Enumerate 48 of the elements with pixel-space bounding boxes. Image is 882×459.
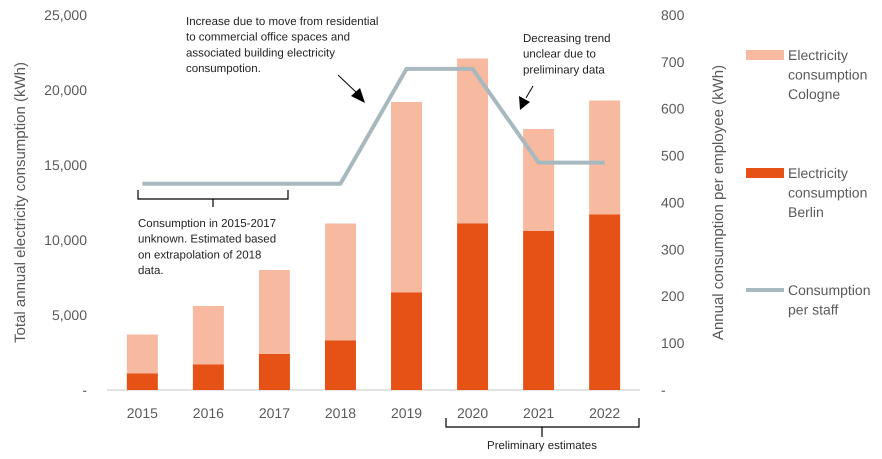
x-tick-label: 2016 bbox=[192, 404, 224, 421]
y2-axis-title: Annual consumption per employee (kWh) bbox=[710, 64, 727, 340]
annotation: Consumption in 2015-2017 unknown. Estimated based on extrapolation of 2018 data. bbox=[138, 218, 276, 277]
legend-label: Electricity consumption Cologne bbox=[788, 46, 868, 102]
text: Preliminary estimates bbox=[487, 440, 598, 452]
x-tick-label: 2015 bbox=[126, 404, 158, 421]
y-axis-title: Total annual electricity consumption (kWh) bbox=[12, 62, 29, 343]
y2-tick-label: 100 bbox=[661, 335, 685, 352]
x-tick-label: 2017 bbox=[258, 404, 290, 421]
bar bbox=[324, 340, 356, 390]
bar bbox=[589, 214, 620, 390]
bar bbox=[126, 334, 158, 374]
bar bbox=[523, 129, 554, 231]
legend-label: Electricity consumption Berlin bbox=[788, 164, 868, 220]
y2-tick-label: - bbox=[661, 382, 666, 398]
bar bbox=[589, 100, 620, 214]
y2-tick-label: 200 bbox=[661, 288, 685, 304]
bar bbox=[391, 292, 422, 390]
x-tick-label: 2019 bbox=[390, 404, 422, 421]
legend-label: Consumption per staff bbox=[788, 282, 870, 318]
y2-tick-label: 700 bbox=[661, 54, 685, 70]
y-tick-label: 25,000 bbox=[44, 6, 88, 23]
x-tick-label: 2022 bbox=[589, 404, 620, 421]
bar bbox=[457, 224, 488, 390]
y-tick-label: 5,000 bbox=[52, 306, 88, 323]
y-tick-label: 15,000 bbox=[44, 156, 88, 173]
bar bbox=[391, 102, 422, 292]
bar bbox=[258, 270, 290, 354]
y2-tick-label: 300 bbox=[661, 241, 685, 258]
y-tick-label: 20,000 bbox=[44, 82, 88, 98]
bar bbox=[457, 58, 488, 224]
y-tick-label: 10,000 bbox=[44, 232, 88, 248]
bar bbox=[192, 306, 224, 364]
bar bbox=[192, 364, 224, 390]
x-tick-label: 2021 bbox=[523, 404, 554, 421]
bar bbox=[126, 374, 158, 390]
y2-tick-label: 500 bbox=[661, 148, 685, 164]
y2-tick-label: 600 bbox=[661, 100, 685, 117]
bar bbox=[523, 231, 554, 390]
bar bbox=[324, 224, 356, 340]
x-tick-label: 2020 bbox=[456, 404, 488, 421]
annotation: Decreasing trend unclear due to preliminary data bbox=[523, 33, 611, 76]
annotation: Increase due to move from residential to commercial office spaces and associated building electricity consumpotion. bbox=[186, 16, 378, 75]
y-tick-label: - bbox=[82, 382, 88, 398]
x-tick-label: 2018 bbox=[324, 404, 356, 421]
bar bbox=[258, 354, 290, 390]
y2-tick-label: 400 bbox=[661, 194, 685, 210]
y2-tick-label: 800 bbox=[661, 6, 685, 23]
